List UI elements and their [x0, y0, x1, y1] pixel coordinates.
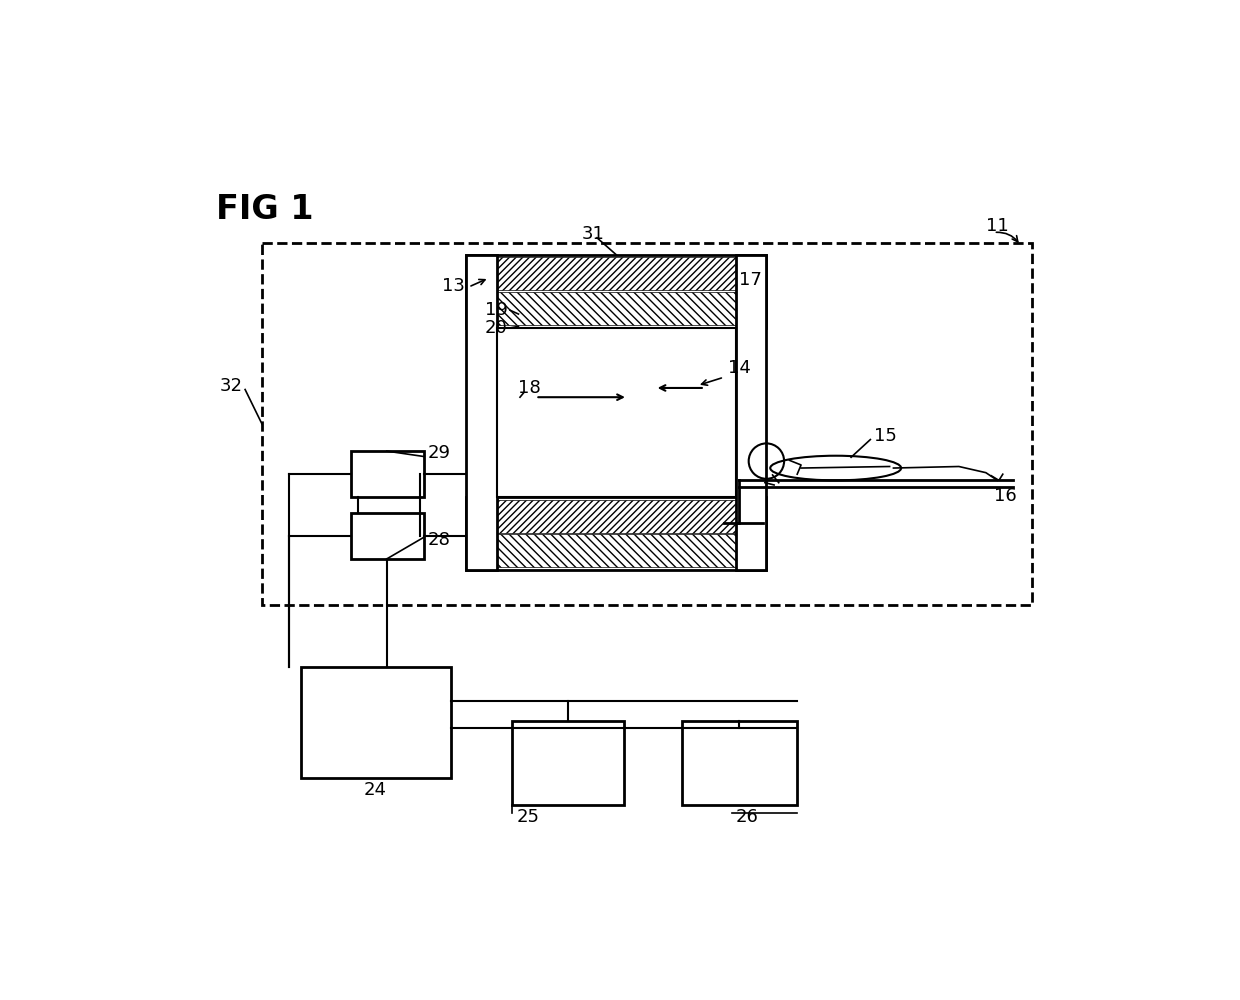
Bar — [682, 721, 797, 805]
Text: 29: 29 — [428, 444, 450, 462]
Text: 31: 31 — [582, 225, 605, 243]
Bar — [469, 292, 764, 325]
Bar — [351, 451, 424, 497]
Text: 15: 15 — [874, 427, 897, 445]
Text: FIG 1: FIG 1 — [216, 193, 314, 226]
Text: 18: 18 — [518, 379, 541, 397]
Text: 24: 24 — [363, 781, 387, 799]
Text: 32: 32 — [219, 377, 243, 395]
Text: 16: 16 — [993, 487, 1017, 505]
Bar — [466, 255, 497, 570]
Text: 25: 25 — [516, 808, 539, 826]
Bar — [512, 721, 624, 805]
Text: 17: 17 — [739, 271, 763, 289]
Text: 14: 14 — [728, 359, 750, 377]
Text: 13: 13 — [441, 277, 465, 295]
Bar — [735, 255, 766, 570]
Bar — [466, 255, 766, 328]
Text: 26: 26 — [735, 808, 759, 826]
Bar — [351, 513, 424, 559]
Bar — [300, 667, 450, 778]
Text: 11: 11 — [986, 217, 1008, 235]
Bar — [469, 534, 764, 567]
Bar — [469, 257, 764, 290]
Bar — [469, 500, 764, 533]
Text: 19: 19 — [485, 301, 507, 319]
Bar — [497, 328, 735, 497]
Bar — [466, 497, 766, 570]
Text: 20: 20 — [485, 319, 507, 337]
Bar — [262, 243, 1032, 605]
Text: 28: 28 — [428, 531, 450, 549]
